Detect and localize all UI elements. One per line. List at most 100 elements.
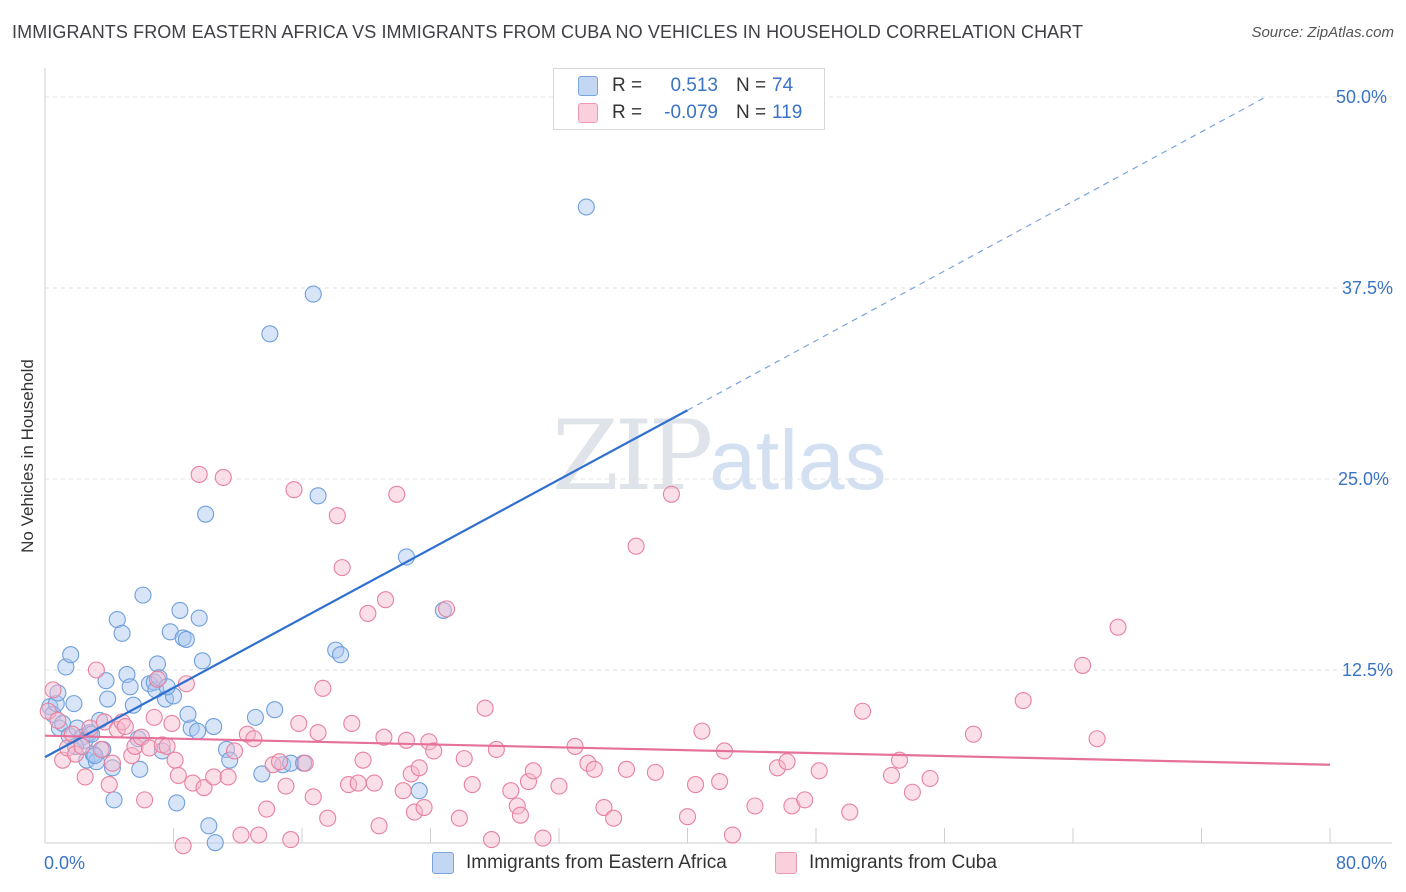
point-cuba bbox=[250, 826, 268, 844]
point-cuba bbox=[534, 829, 552, 847]
legend-r-value: -0.079 bbox=[664, 102, 718, 123]
legend-row-eastern-africa: R = 0.513 N = 74 bbox=[578, 74, 793, 98]
point-cuba bbox=[290, 714, 308, 733]
point-cuba bbox=[225, 742, 244, 760]
point-cuba bbox=[595, 798, 613, 817]
point-cuba bbox=[646, 763, 664, 781]
point-eastern-africa bbox=[309, 487, 327, 505]
point-cuba bbox=[463, 776, 481, 794]
point-cuba bbox=[415, 798, 433, 817]
point-cuba bbox=[123, 747, 141, 765]
point-cuba bbox=[87, 661, 105, 679]
point-eastern-africa bbox=[190, 609, 208, 627]
point-cuba bbox=[277, 777, 295, 795]
point-eastern-africa bbox=[131, 760, 149, 778]
point-cuba bbox=[304, 788, 322, 806]
series-legend-cuba: Immigrants from Cuba bbox=[775, 852, 997, 874]
point-cuba bbox=[482, 831, 501, 849]
chart-title: IMMIGRANTS FROM EASTERN AFRICA VS IMMIGR… bbox=[12, 22, 1084, 42]
point-eastern-africa bbox=[193, 652, 211, 670]
point-eastern-africa bbox=[62, 646, 80, 664]
point-cuba bbox=[282, 831, 300, 849]
point-cuba bbox=[219, 768, 237, 786]
point-eastern-africa bbox=[410, 782, 428, 800]
point-cuba bbox=[214, 468, 232, 487]
point-eastern-africa bbox=[99, 690, 117, 708]
point-cuba bbox=[410, 759, 428, 777]
point-cuba bbox=[314, 679, 332, 697]
legend-row-cuba: R = -0.079 N = 119 bbox=[578, 101, 802, 125]
point-eastern-africa bbox=[168, 794, 186, 812]
point-cuba bbox=[605, 809, 623, 827]
point-cuba bbox=[693, 722, 711, 740]
point-cuba bbox=[270, 753, 289, 771]
point-cuba bbox=[333, 559, 351, 577]
point-eastern-africa bbox=[221, 751, 239, 769]
point-cuba bbox=[854, 702, 872, 720]
point-cuba bbox=[1109, 618, 1127, 636]
point-cuba bbox=[309, 724, 327, 742]
point-cuba bbox=[397, 731, 415, 749]
source-label: Source: ZipAtlas.com bbox=[1251, 24, 1394, 41]
point-cuba bbox=[136, 791, 154, 809]
point-cuba bbox=[686, 776, 705, 794]
point-eastern-africa bbox=[97, 672, 115, 690]
point-eastern-africa bbox=[65, 695, 83, 713]
series-legend-eastern-africa: Immigrants from Eastern Africa bbox=[432, 852, 727, 874]
point-cuba bbox=[903, 783, 921, 801]
y-tick-label-37-5: 37.5% bbox=[1342, 278, 1394, 298]
point-eastern-africa bbox=[86, 747, 104, 765]
point-eastern-africa bbox=[105, 791, 123, 809]
x-tick-label-min: 0.0% bbox=[44, 853, 86, 873]
point-cuba bbox=[190, 465, 208, 483]
point-cuba bbox=[405, 803, 423, 821]
point-eastern-africa bbox=[177, 630, 195, 648]
point-cuba bbox=[205, 768, 223, 786]
y-tick-label-25: 25.0% bbox=[1338, 469, 1390, 489]
point-cuba bbox=[1088, 730, 1106, 748]
point-cuba bbox=[354, 751, 372, 769]
point-cuba bbox=[296, 754, 314, 772]
point-cuba bbox=[163, 714, 181, 733]
point-cuba bbox=[148, 670, 166, 688]
point-cuba bbox=[438, 600, 456, 618]
point-eastern-africa bbox=[327, 641, 345, 659]
point-cuba bbox=[882, 766, 901, 784]
x-tick-label-max: 80.0% bbox=[1336, 853, 1388, 873]
point-eastern-africa bbox=[304, 285, 322, 303]
point-cuba bbox=[678, 808, 697, 826]
point-eastern-africa bbox=[577, 198, 595, 216]
point-eastern-africa bbox=[246, 708, 264, 726]
point-cuba bbox=[476, 699, 494, 717]
point-eastern-africa bbox=[253, 765, 271, 783]
point-cuba bbox=[349, 774, 367, 792]
point-cuba bbox=[519, 772, 538, 791]
stats-legend: R = 0.513 N = 74 R = -0.079 N = 119 bbox=[553, 68, 825, 130]
legend-n-label: N = bbox=[736, 75, 767, 96]
point-cuba bbox=[617, 760, 636, 778]
trendline-cuba bbox=[44, 734, 1331, 766]
point-eastern-africa bbox=[189, 722, 207, 740]
point-cuba bbox=[711, 772, 729, 791]
point-eastern-africa bbox=[206, 834, 224, 852]
y-tick-label-12-5: 12.5% bbox=[1342, 660, 1394, 680]
point-cuba bbox=[627, 537, 645, 555]
point-cuba bbox=[375, 728, 393, 746]
series-swatch-pink bbox=[775, 852, 797, 874]
point-cuba bbox=[778, 753, 796, 771]
point-cuba bbox=[1014, 692, 1032, 710]
watermark-zip: ZIP bbox=[552, 400, 713, 512]
point-cuba bbox=[116, 717, 134, 736]
series-label-eastern-africa: Immigrants from Eastern Africa bbox=[466, 852, 727, 873]
legend-n-value: 119 bbox=[772, 102, 803, 123]
legend-r-label: R = bbox=[612, 102, 643, 123]
point-cuba bbox=[184, 774, 202, 792]
point-cuba bbox=[420, 733, 438, 751]
point-cuba bbox=[370, 817, 388, 835]
series-swatch-blue bbox=[432, 852, 454, 874]
point-cuba bbox=[1074, 656, 1092, 674]
point-eastern-africa bbox=[179, 705, 197, 723]
point-cuba bbox=[245, 730, 263, 748]
point-eastern-africa bbox=[153, 742, 171, 760]
